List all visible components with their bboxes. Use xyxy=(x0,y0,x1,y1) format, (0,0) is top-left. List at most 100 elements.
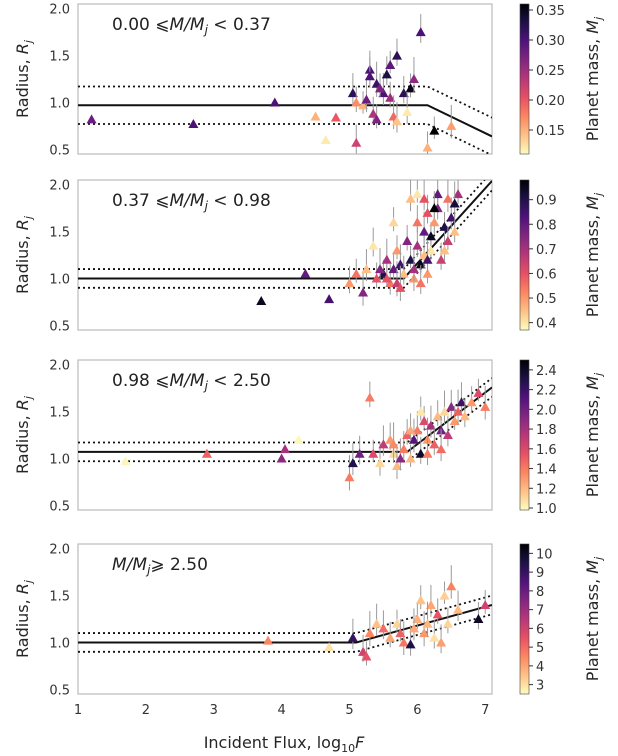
data-point xyxy=(432,411,443,421)
data-point xyxy=(395,282,406,292)
data-point xyxy=(425,231,436,241)
data-point xyxy=(405,639,416,649)
data-point xyxy=(391,50,402,60)
data-point xyxy=(453,189,464,199)
data-point xyxy=(344,472,355,482)
data-point xyxy=(419,628,430,638)
colorbar-tick-label: 1.2 xyxy=(536,482,557,497)
y-tick-label: 2.0 xyxy=(49,179,70,194)
data-point xyxy=(408,434,419,444)
data-point xyxy=(480,401,491,411)
fit-line xyxy=(78,603,492,644)
data-point xyxy=(422,142,433,152)
panel-3: 0.5 1.0 1.5 2.0 Radius, Rj 0.98 ⩽M/Mj < 2.50 1… xyxy=(13,359,605,517)
data-point xyxy=(358,287,369,297)
data-point xyxy=(269,97,280,107)
colorbar-tick-label: 0.20 xyxy=(536,94,565,109)
data-point xyxy=(364,392,375,402)
colorbar-tick-label: 1.6 xyxy=(536,443,557,458)
data-point xyxy=(347,632,358,642)
data-point xyxy=(415,448,426,458)
x-tick-label: 4 xyxy=(277,703,285,718)
data-point xyxy=(439,221,450,231)
data-point xyxy=(415,259,426,269)
colorbar-tick-label: 10 xyxy=(536,547,553,562)
data-point xyxy=(446,581,457,591)
data-point xyxy=(446,120,457,130)
data-point xyxy=(449,198,460,208)
data-point xyxy=(415,595,426,605)
data-point xyxy=(453,604,464,614)
panel-1: 0.5 1.0 1.5 2.0 Radius, Rj 0.00 ⩽M/Mj < 0.37 0… xyxy=(13,3,605,159)
data-point xyxy=(391,245,402,255)
data-point xyxy=(449,415,460,425)
data-point xyxy=(256,295,267,305)
data-point xyxy=(378,439,389,449)
colorbar-tick-label: 2.0 xyxy=(536,403,557,418)
panel-2: 0.5 1.0 1.5 2.0 Radius, Rj 0.37 ⩽M/Mj < 0.98 0… xyxy=(13,179,605,335)
data-point xyxy=(405,83,416,93)
y-tick-label: 2.0 xyxy=(49,543,70,558)
data-point xyxy=(412,189,423,199)
data-point xyxy=(436,444,447,454)
data-point xyxy=(422,207,433,217)
data-point xyxy=(422,268,433,278)
data-point xyxy=(466,397,477,407)
data-point xyxy=(381,254,392,264)
data-point xyxy=(442,193,453,203)
colorbar-tick-label: 1.0 xyxy=(536,502,557,517)
data-point xyxy=(473,614,484,623)
data-point xyxy=(412,217,423,227)
y-tick-label: 1.0 xyxy=(49,452,70,467)
panel-4: 0.5 1.0 1.5 2.0 Radius, Rj M/Mj⩾ 2.50 3 4 5 6 7 8 9 1… xyxy=(13,543,605,718)
colorbar-tick-label: 0.7 xyxy=(536,243,557,258)
plot-frame xyxy=(77,359,493,511)
data-point xyxy=(351,97,362,107)
colorbar-tick-label: 0.5 xyxy=(536,292,557,307)
data-point xyxy=(422,448,433,458)
data-point xyxy=(276,453,287,463)
data-point xyxy=(344,278,355,288)
data-point xyxy=(354,448,365,458)
y-tick-label: 1.5 xyxy=(49,50,70,65)
data-point xyxy=(425,420,436,430)
panel-label: 0.98 ⩽M/Mj < 2.50 xyxy=(112,371,271,393)
colorbar-tick-label: 0.4 xyxy=(536,317,557,332)
data-point xyxy=(453,406,464,416)
data-point xyxy=(201,448,212,458)
y-tick-label: 1.0 xyxy=(49,272,70,287)
y-axis-label: Radius, Rj xyxy=(13,579,35,658)
panel-label: 0.00 ⩽M/Mj < 0.37 xyxy=(112,15,271,37)
data-point xyxy=(402,235,413,245)
data-point xyxy=(446,401,457,411)
data-point xyxy=(422,618,433,628)
data-point xyxy=(429,439,440,449)
data-point xyxy=(188,119,199,128)
data-point xyxy=(436,254,447,264)
x-tick-label: 6 xyxy=(413,703,421,718)
data-point xyxy=(310,111,321,121)
data-point xyxy=(388,217,399,227)
colorbar-label: Planet mass, Mj xyxy=(583,556,605,681)
data-point xyxy=(361,651,372,661)
y-tick-label: 1.5 xyxy=(49,590,70,605)
data-point xyxy=(368,448,379,458)
data-point xyxy=(439,590,450,600)
data-point xyxy=(419,226,430,236)
data-point xyxy=(442,430,453,439)
data-point xyxy=(473,387,484,397)
colorbar-tick-label: 0.8 xyxy=(536,218,557,233)
colorbar-label: Planet mass, Mj xyxy=(583,192,605,317)
data-point xyxy=(412,425,423,435)
data-point xyxy=(371,114,382,124)
x-tick-label: 1 xyxy=(74,703,82,718)
y-tick-label: 1.0 xyxy=(49,636,70,651)
data-point xyxy=(436,637,447,647)
x-tick-label: 5 xyxy=(345,703,353,718)
colorbar-tick-label: 0.15 xyxy=(536,124,565,139)
data-point xyxy=(412,614,423,623)
data-point xyxy=(364,628,375,638)
data-point xyxy=(364,71,375,81)
colorbar-tick-label: 4 xyxy=(536,660,544,675)
data-point xyxy=(429,632,440,642)
